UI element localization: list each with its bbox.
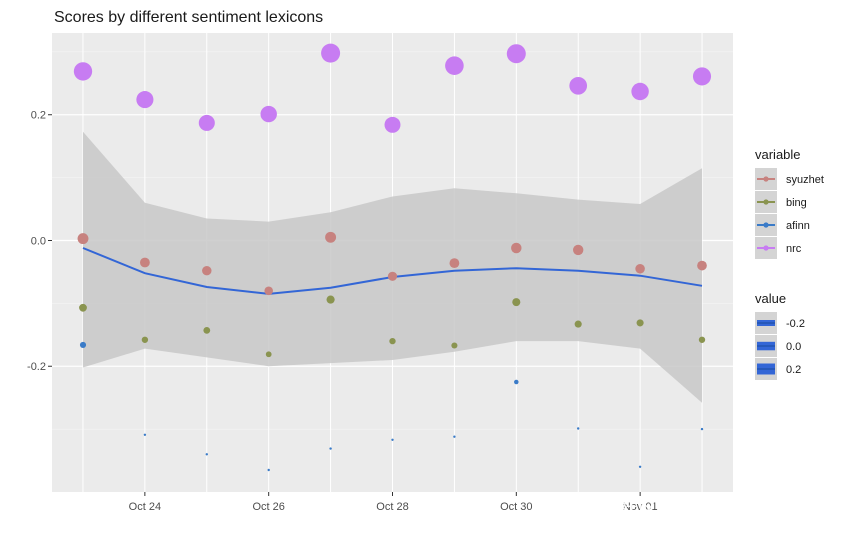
point-syuzhet bbox=[573, 244, 584, 256]
legend-label-nrc: nrc bbox=[786, 243, 802, 255]
legend-label-value: 0.0 bbox=[786, 341, 801, 353]
legend-label-afinn: afinn bbox=[786, 220, 810, 232]
point-nrc bbox=[631, 82, 649, 101]
point-syuzhet bbox=[697, 260, 707, 271]
color-legend-title: variable bbox=[755, 147, 801, 162]
point-afinn bbox=[205, 453, 208, 456]
point-nrc bbox=[321, 43, 341, 63]
point-afinn bbox=[514, 379, 519, 385]
point-afinn bbox=[267, 468, 270, 472]
point-bing bbox=[265, 351, 272, 358]
point-syuzhet bbox=[325, 231, 337, 243]
x-tick-label: Oct 30 bbox=[500, 501, 532, 513]
point-nrc bbox=[506, 44, 526, 64]
point-bing bbox=[574, 320, 582, 328]
point-bing bbox=[698, 336, 706, 343]
legend-key-point bbox=[763, 222, 769, 228]
x-tick-label: Oct 24 bbox=[129, 501, 161, 513]
legend-label-value: 0.2 bbox=[786, 364, 801, 376]
point-nrc bbox=[569, 76, 588, 95]
point-nrc bbox=[692, 67, 712, 86]
y-tick-label: -0.2 bbox=[27, 361, 46, 373]
point-afinn bbox=[638, 465, 642, 468]
point-nrc bbox=[445, 56, 464, 75]
point-afinn bbox=[576, 427, 580, 430]
legend-key-point bbox=[763, 245, 769, 251]
point-bing bbox=[512, 298, 521, 307]
point-syuzhet bbox=[139, 257, 150, 268]
x-tick-label: Nov 01 bbox=[623, 501, 658, 513]
point-syuzhet bbox=[511, 242, 522, 254]
point-bing bbox=[451, 342, 458, 349]
legend-label-value: -0.2 bbox=[786, 318, 805, 330]
point-nrc bbox=[73, 62, 93, 81]
x-tick-label: Oct 28 bbox=[376, 501, 408, 513]
point-nrc bbox=[198, 114, 215, 131]
point-afinn bbox=[79, 341, 87, 348]
point-afinn bbox=[700, 427, 704, 431]
watermark-text: 掘金技术社区 @ 布客飞龙 bbox=[538, 498, 769, 521]
point-bing bbox=[636, 319, 644, 327]
point-nrc bbox=[260, 105, 277, 123]
point-syuzhet bbox=[635, 264, 645, 274]
x-tick-label: Oct 26 bbox=[252, 501, 284, 513]
legend-label-syuzhet: syuzhet bbox=[786, 174, 824, 186]
point-bing bbox=[326, 295, 335, 304]
legend-key-point bbox=[763, 199, 769, 205]
x-axis-ticks: Oct 24 Oct 26 Oct 28 Oct 30 Nov 01 bbox=[129, 492, 658, 513]
legend-key-point bbox=[763, 176, 769, 182]
point-syuzhet bbox=[387, 271, 398, 281]
color-legend: variable syuzhet bing afinn nrc bbox=[755, 147, 824, 259]
legend-label-bing: bing bbox=[786, 197, 807, 209]
y-tick-label: 0.0 bbox=[31, 235, 46, 247]
data-points bbox=[73, 43, 712, 472]
point-bing bbox=[141, 336, 149, 343]
y-tick-label: 0.2 bbox=[31, 110, 46, 122]
size-legend-title: value bbox=[755, 291, 786, 306]
confidence-band bbox=[83, 131, 702, 403]
point-afinn bbox=[391, 438, 394, 441]
point-afinn bbox=[143, 433, 147, 436]
point-afinn bbox=[329, 447, 332, 450]
point-bing bbox=[389, 337, 396, 345]
point-bing bbox=[79, 303, 87, 312]
y-axis-ticks: -0.2 0.0 0.2 bbox=[27, 110, 52, 373]
point-afinn bbox=[453, 435, 456, 438]
size-legend: value -0.2 0.0 0.2 bbox=[755, 291, 805, 380]
point-syuzhet bbox=[264, 286, 273, 296]
point-nrc bbox=[136, 91, 154, 109]
chart-title: Scores by different sentiment lexicons bbox=[54, 9, 323, 26]
point-syuzhet bbox=[77, 233, 89, 245]
point-syuzhet bbox=[449, 258, 460, 268]
point-syuzhet bbox=[202, 265, 212, 276]
point-bing bbox=[203, 327, 211, 334]
point-nrc bbox=[384, 116, 401, 133]
